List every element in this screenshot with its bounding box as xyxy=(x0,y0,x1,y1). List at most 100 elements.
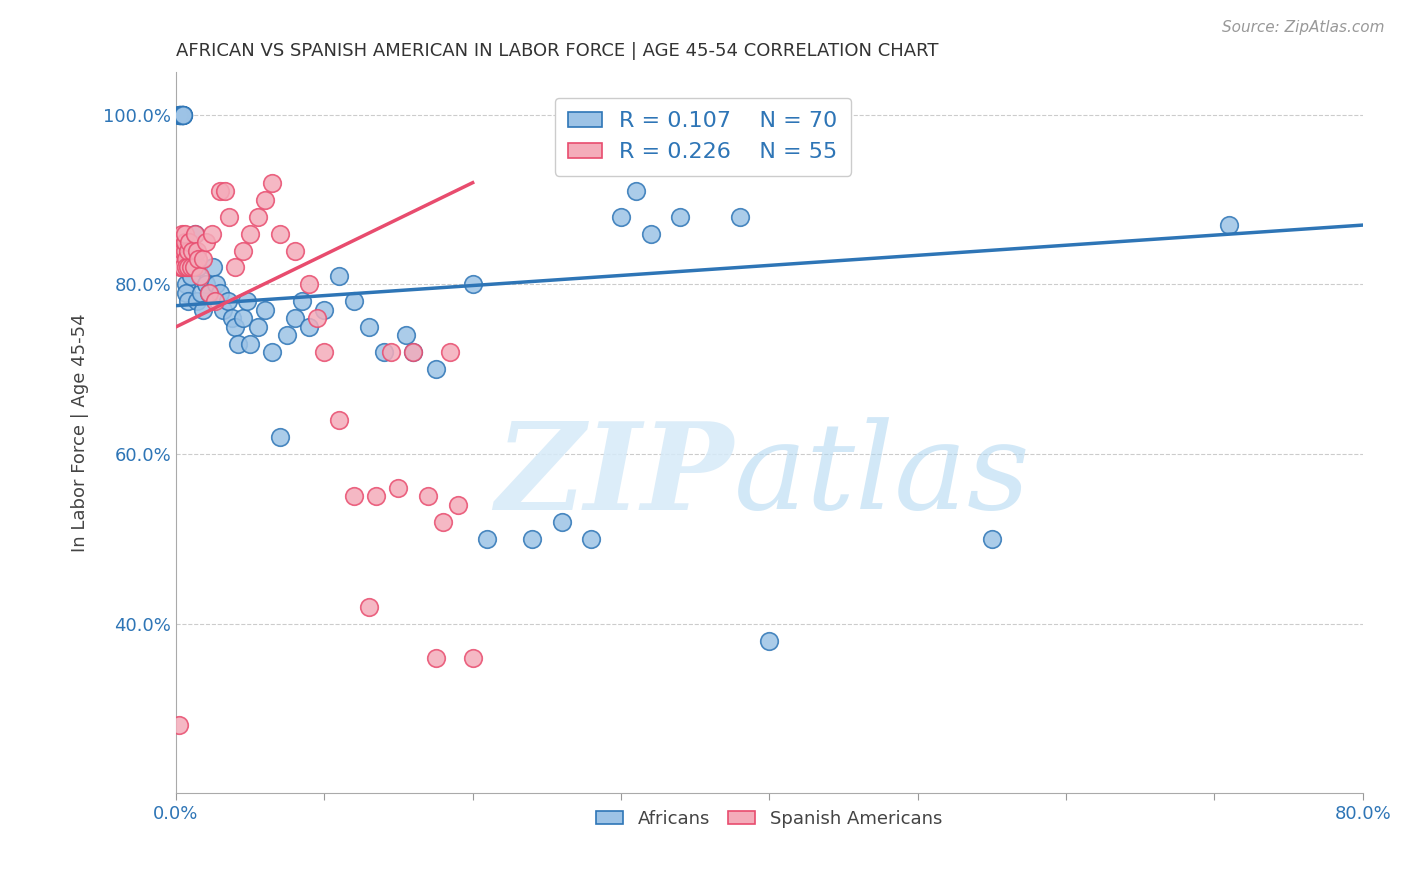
Point xyxy=(461,277,484,292)
Point xyxy=(357,319,380,334)
Point xyxy=(980,532,1002,546)
Point xyxy=(328,413,350,427)
Point xyxy=(402,345,425,359)
Point xyxy=(298,319,321,334)
Point xyxy=(183,260,205,275)
Point xyxy=(269,430,291,444)
Legend: Africans, Spanish Americans: Africans, Spanish Americans xyxy=(589,802,949,835)
Point xyxy=(343,294,366,309)
Point xyxy=(169,108,191,122)
Point xyxy=(174,227,197,241)
Point xyxy=(186,294,208,309)
Point xyxy=(204,294,226,309)
Point xyxy=(669,210,692,224)
Point xyxy=(640,227,662,241)
Point xyxy=(262,345,284,359)
Point xyxy=(183,244,205,258)
Point xyxy=(284,311,307,326)
Point xyxy=(284,244,307,258)
Point xyxy=(167,108,190,122)
Point xyxy=(181,244,204,258)
Point xyxy=(205,277,228,292)
Point xyxy=(179,235,201,249)
Point xyxy=(177,294,200,309)
Point xyxy=(191,252,214,266)
Point xyxy=(439,345,461,359)
Point xyxy=(176,260,198,275)
Point xyxy=(184,227,207,241)
Point xyxy=(170,108,193,122)
Point xyxy=(170,108,193,122)
Point xyxy=(373,345,395,359)
Point xyxy=(172,108,194,122)
Point xyxy=(177,260,200,275)
Point xyxy=(217,294,239,309)
Point xyxy=(236,294,259,309)
Point xyxy=(172,244,194,258)
Point xyxy=(174,244,197,258)
Point xyxy=(180,260,202,275)
Point xyxy=(477,532,499,546)
Point xyxy=(461,650,484,665)
Point xyxy=(180,268,202,283)
Point xyxy=(328,268,350,283)
Point xyxy=(172,108,194,122)
Point xyxy=(276,328,298,343)
Point xyxy=(402,345,425,359)
Point xyxy=(262,176,284,190)
Point xyxy=(169,108,191,122)
Point xyxy=(232,244,254,258)
Point xyxy=(1218,218,1240,232)
Point xyxy=(181,252,204,266)
Point xyxy=(186,244,208,258)
Text: AFRICAN VS SPANISH AMERICAN IN LABOR FORCE | AGE 45-54 CORRELATION CHART: AFRICAN VS SPANISH AMERICAN IN LABOR FOR… xyxy=(176,42,938,60)
Point xyxy=(226,336,249,351)
Point xyxy=(174,244,197,258)
Point xyxy=(246,319,269,334)
Point xyxy=(314,345,336,359)
Point xyxy=(177,260,200,275)
Point xyxy=(758,633,780,648)
Point xyxy=(425,650,447,665)
Text: atlas: atlas xyxy=(734,417,1031,535)
Point xyxy=(425,362,447,376)
Point xyxy=(167,718,190,732)
Point xyxy=(197,285,219,300)
Point xyxy=(218,210,240,224)
Point xyxy=(209,184,232,198)
Point xyxy=(387,481,409,495)
Point xyxy=(232,311,254,326)
Point xyxy=(550,515,572,529)
Point xyxy=(187,260,209,275)
Text: Source: ZipAtlas.com: Source: ZipAtlas.com xyxy=(1222,20,1385,35)
Point xyxy=(194,277,217,292)
Point xyxy=(172,108,194,122)
Point xyxy=(172,108,194,122)
Point xyxy=(343,490,366,504)
Point xyxy=(432,515,454,529)
Point xyxy=(224,319,246,334)
Point xyxy=(190,285,212,300)
Y-axis label: In Labor Force | Age 45-54: In Labor Force | Age 45-54 xyxy=(72,314,89,552)
Point xyxy=(191,302,214,317)
Point xyxy=(298,277,321,292)
Point xyxy=(305,311,328,326)
Point xyxy=(221,311,243,326)
Point xyxy=(188,268,211,283)
Point xyxy=(520,532,543,546)
Point xyxy=(728,210,751,224)
Point xyxy=(202,260,225,275)
Point xyxy=(200,227,222,241)
Point xyxy=(179,252,201,266)
Point xyxy=(253,302,276,317)
Point xyxy=(169,260,191,275)
Point xyxy=(269,227,291,241)
Point xyxy=(624,184,647,198)
Point xyxy=(176,252,198,266)
Point xyxy=(177,244,200,258)
Point xyxy=(170,108,193,122)
Point xyxy=(253,193,276,207)
Point xyxy=(197,285,219,300)
Point xyxy=(187,252,209,266)
Point xyxy=(314,302,336,317)
